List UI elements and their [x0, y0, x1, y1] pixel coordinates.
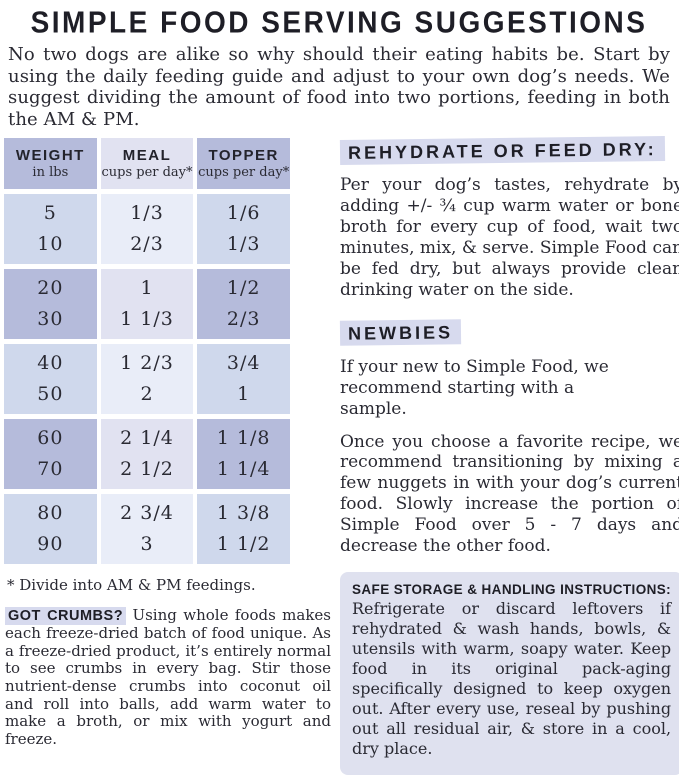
- table-band-80-90: 80 90 2 3/4 3 1 3/8 1 1/2: [4, 494, 291, 565]
- crumbs-text: Using whole foods makes each freeze-drie…: [5, 606, 331, 748]
- topper-value: 1/6: [226, 202, 261, 225]
- column-header-topper: TOPPER cups per day*: [197, 138, 291, 190]
- meal-cell: 2 3/4 3: [100, 494, 194, 565]
- weight-value: 80: [37, 502, 64, 525]
- meal-value: 1/3: [130, 202, 164, 225]
- column-header-meal: MEAL cups per day*: [100, 138, 194, 190]
- meal-cell: 2 1/4 2 1/2: [100, 419, 194, 490]
- weight-cell: 40 50: [4, 344, 97, 415]
- topper-value: 1 1/2: [216, 533, 271, 556]
- topper-value: 2/3: [226, 308, 261, 331]
- meal-value: 1 2/3: [120, 352, 174, 375]
- weight-cell: 5 10: [4, 194, 97, 265]
- table-band-20-30: 20 30 1 1 1/3 1/2 2/3: [4, 269, 291, 340]
- newbies-section-header: NEWBIES: [339, 319, 679, 346]
- topper-value: 1/3: [226, 233, 261, 256]
- table-footnote: * Divide into AM & PM feedings.: [7, 576, 256, 595]
- topper-value: 1 1/4: [216, 458, 271, 481]
- column-title: TOPPER: [208, 147, 279, 165]
- weight-cell: 20 30: [4, 269, 97, 340]
- table-band-5-10: 5 10 1/3 2/3 1/6 1/3: [4, 194, 291, 265]
- storage-box: SAFE STORAGE & HANDLING INSTRUCTIONS: Re…: [340, 571, 679, 775]
- column-header-weight: WEIGHT in lbs: [4, 138, 97, 190]
- page-title: SIMPLE FOOD SERVING SUGGESTIONS: [30, 5, 648, 40]
- meal-cell: 1/3 2/3: [100, 194, 194, 265]
- crumbs-note: GOT CRUMBS? Using whole foods makes each…: [5, 607, 331, 748]
- table-band-60-70: 60 70 2 1/4 2 1/2 1 1/8 1 1/4: [4, 419, 291, 490]
- weight-value: 10: [37, 233, 64, 256]
- weight-value: 20: [37, 277, 64, 300]
- feeding-table: WEIGHT in lbs MEAL cups per day* TOPPER …: [4, 138, 291, 565]
- left-column: WEIGHT in lbs MEAL cups per day* TOPPER …: [4, 138, 334, 775]
- table-header-row: WEIGHT in lbs MEAL cups per day* TOPPER …: [4, 138, 291, 190]
- rehydrate-heading: REHYDRATE OR FEED DRY:: [339, 136, 665, 166]
- weight-value: 70: [37, 458, 64, 481]
- weight-value: 40: [37, 352, 64, 375]
- topper-cell: 1 1/8 1 1/4: [197, 419, 291, 490]
- meal-value: 1 1/3: [120, 308, 174, 331]
- newbies-heading: NEWBIES: [339, 319, 462, 346]
- topper-cell: 1/2 2/3: [197, 269, 291, 340]
- meal-value: 2: [140, 383, 154, 406]
- weight-value: 90: [37, 533, 64, 556]
- meal-value: 3: [140, 533, 154, 556]
- meal-cell: 1 1 1/3: [100, 269, 194, 340]
- weight-cell: 80 90: [4, 494, 97, 565]
- weight-cell: 60 70: [4, 419, 97, 490]
- weight-value: 60: [37, 427, 64, 450]
- topper-value: 1 3/8: [216, 502, 271, 525]
- weight-value: 5: [43, 202, 57, 225]
- serving-suggestions-sheet: SIMPLE FOOD SERVING SUGGESTIONS No two d…: [4, 5, 679, 775]
- newbies-transition-text: Once you choose a favorite recipe, we re…: [340, 431, 679, 557]
- storage-heading: SAFE STORAGE & HANDLING INSTRUCTIONS:: [352, 581, 672, 597]
- intro-paragraph: No two dogs are alike so why should thei…: [8, 44, 670, 130]
- meal-value: 1: [140, 277, 154, 300]
- meal-cell: 1 2/3 2: [100, 344, 194, 415]
- column-subtitle: in lbs: [32, 165, 69, 181]
- right-column: REHYDRATE OR FEED DRY: Per your dog’s ta…: [334, 136, 679, 775]
- topper-cell: 1/6 1/3: [197, 194, 291, 265]
- table-band-40-50: 40 50 1 2/3 2 3/4 1: [4, 344, 291, 415]
- weight-value: 30: [37, 308, 64, 331]
- storage-text: Refrigerate or discard leftovers if rehy…: [352, 598, 672, 758]
- column-subtitle: cups per day*: [198, 165, 290, 181]
- crumbs-label: GOT CRUMBS?: [5, 607, 127, 626]
- rehydrate-section-header: REHYDRATE OR FEED DRY:: [339, 136, 679, 166]
- meal-value: 2 1/2: [120, 458, 174, 481]
- topper-value: 1 1/8: [216, 427, 271, 450]
- meal-value: 2/3: [130, 233, 164, 256]
- topper-value: 1: [237, 383, 251, 406]
- column-title: WEIGHT: [15, 147, 85, 165]
- meal-value: 2 1/4: [120, 427, 174, 450]
- topper-cell: 3/4 1: [197, 344, 291, 415]
- topper-cell: 1 3/8 1 1/2: [197, 494, 291, 565]
- column-title: MEAL: [122, 147, 172, 165]
- rehydrate-text: Per your dog’s tastes, rehydrate by addi…: [340, 175, 679, 300]
- topper-value: 3/4: [226, 352, 261, 375]
- weight-value: 50: [37, 383, 64, 406]
- meal-value: 2 3/4: [120, 502, 174, 525]
- column-subtitle: cups per day*: [101, 165, 193, 181]
- newbies-intro-text: If your new to Simple Food, we recommend…: [340, 356, 609, 419]
- topper-value: 1/2: [226, 277, 261, 300]
- main-content: WEIGHT in lbs MEAL cups per day* TOPPER …: [4, 136, 679, 775]
